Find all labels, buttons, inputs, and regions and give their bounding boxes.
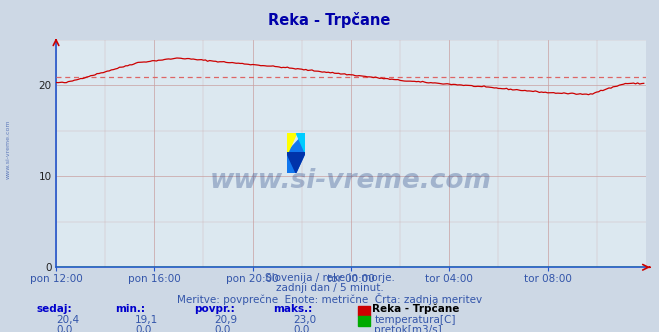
Text: min.:: min.: xyxy=(115,304,146,314)
Text: Reka - Trpčane: Reka - Trpčane xyxy=(268,12,391,28)
Text: Meritve: povprečne  Enote: metrične  Črta: zadnja meritev: Meritve: povprečne Enote: metrične Črta:… xyxy=(177,293,482,305)
Text: 0,0: 0,0 xyxy=(214,325,231,332)
Text: sedaj:: sedaj: xyxy=(36,304,72,314)
Text: 19,1: 19,1 xyxy=(135,315,158,325)
Text: 23,0: 23,0 xyxy=(293,315,316,325)
Polygon shape xyxy=(287,153,305,173)
Text: povpr.:: povpr.: xyxy=(194,304,235,314)
Text: 20,4: 20,4 xyxy=(56,315,79,325)
Text: pretok[m3/s]: pretok[m3/s] xyxy=(374,325,442,332)
Text: Reka - Trpčane: Reka - Trpčane xyxy=(372,304,460,314)
Text: 0,0: 0,0 xyxy=(56,325,72,332)
Text: Slovenija / reke in morje.: Slovenija / reke in morje. xyxy=(264,273,395,283)
Text: 0,0: 0,0 xyxy=(293,325,310,332)
Polygon shape xyxy=(287,133,296,153)
Text: 20,9: 20,9 xyxy=(214,315,237,325)
Text: 0,0: 0,0 xyxy=(135,325,152,332)
Text: zadnji dan / 5 minut.: zadnji dan / 5 minut. xyxy=(275,283,384,293)
Polygon shape xyxy=(296,133,305,153)
Text: temperatura[C]: temperatura[C] xyxy=(374,315,456,325)
Polygon shape xyxy=(287,133,305,173)
Text: maks.:: maks.: xyxy=(273,304,313,314)
Text: www.si-vreme.com: www.si-vreme.com xyxy=(210,168,492,194)
Text: www.si-vreme.com: www.si-vreme.com xyxy=(5,120,11,179)
